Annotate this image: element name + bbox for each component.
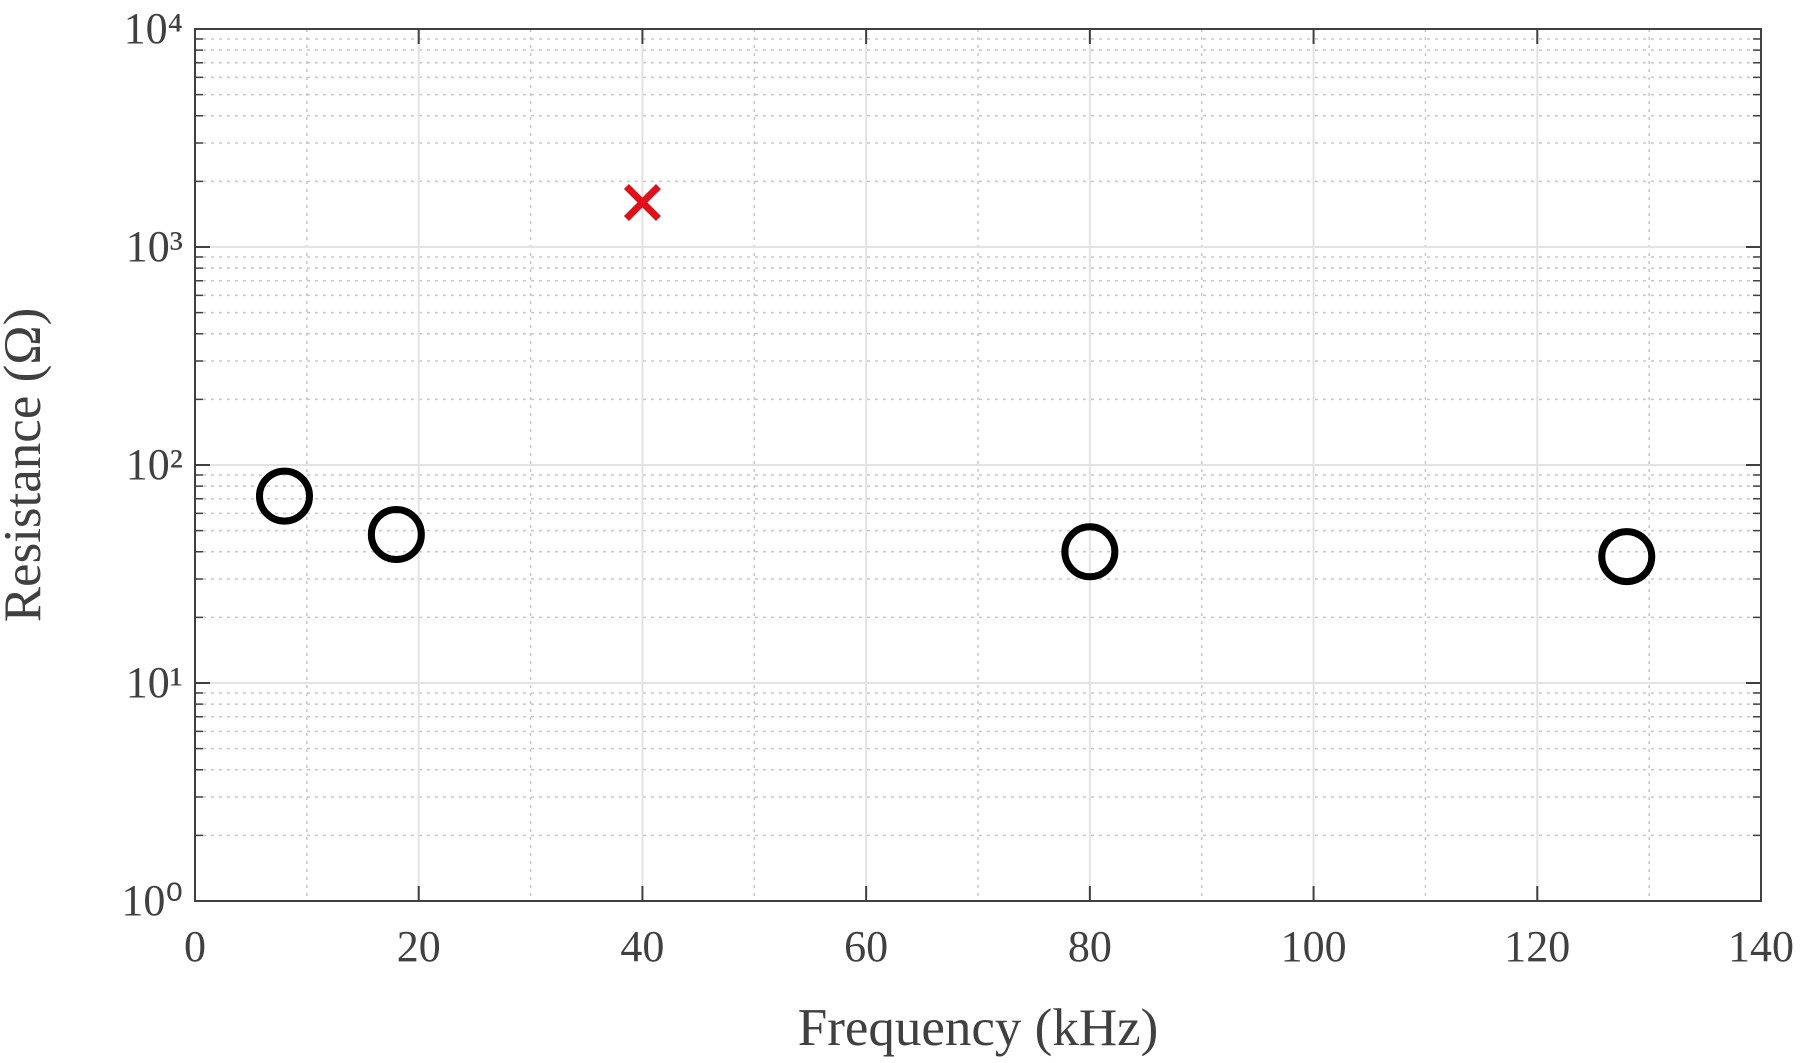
y-axis-label: Resistance (Ω) [0,308,52,623]
circle-marker [1061,523,1119,581]
y-tick-label: 10⁴ [124,4,183,53]
plot-frame [194,28,1762,902]
x-tick-label: 140 [1728,922,1794,971]
circle-marker [255,467,313,525]
x-tick-label: 80 [1068,922,1112,971]
circle-marker [367,505,425,563]
cross-marker [623,184,661,221]
y-tick-label: 10¹ [126,658,183,707]
y-tick-label: 10² [126,440,183,489]
x-tick-label: 20 [397,922,441,971]
x-tick-label: 40 [620,922,664,971]
y-tick-label: 10⁰ [121,876,183,925]
x-axis-label: Frequency (kHz) [798,999,1159,1057]
x-tick-label: 100 [1281,922,1347,971]
x-tick-label: 0 [184,922,206,971]
x-tick-label: 120 [1504,922,1570,971]
x-tick-label: 60 [844,922,888,971]
circle-marker [1598,528,1656,586]
y-tick-label: 10³ [126,222,183,271]
